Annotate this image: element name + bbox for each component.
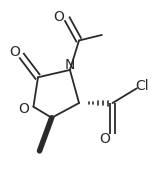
Text: N: N [64, 58, 75, 72]
Text: O: O [53, 10, 64, 24]
Text: O: O [18, 102, 29, 116]
Text: O: O [9, 45, 20, 59]
Text: O: O [99, 132, 110, 146]
Text: Cl: Cl [135, 79, 149, 93]
